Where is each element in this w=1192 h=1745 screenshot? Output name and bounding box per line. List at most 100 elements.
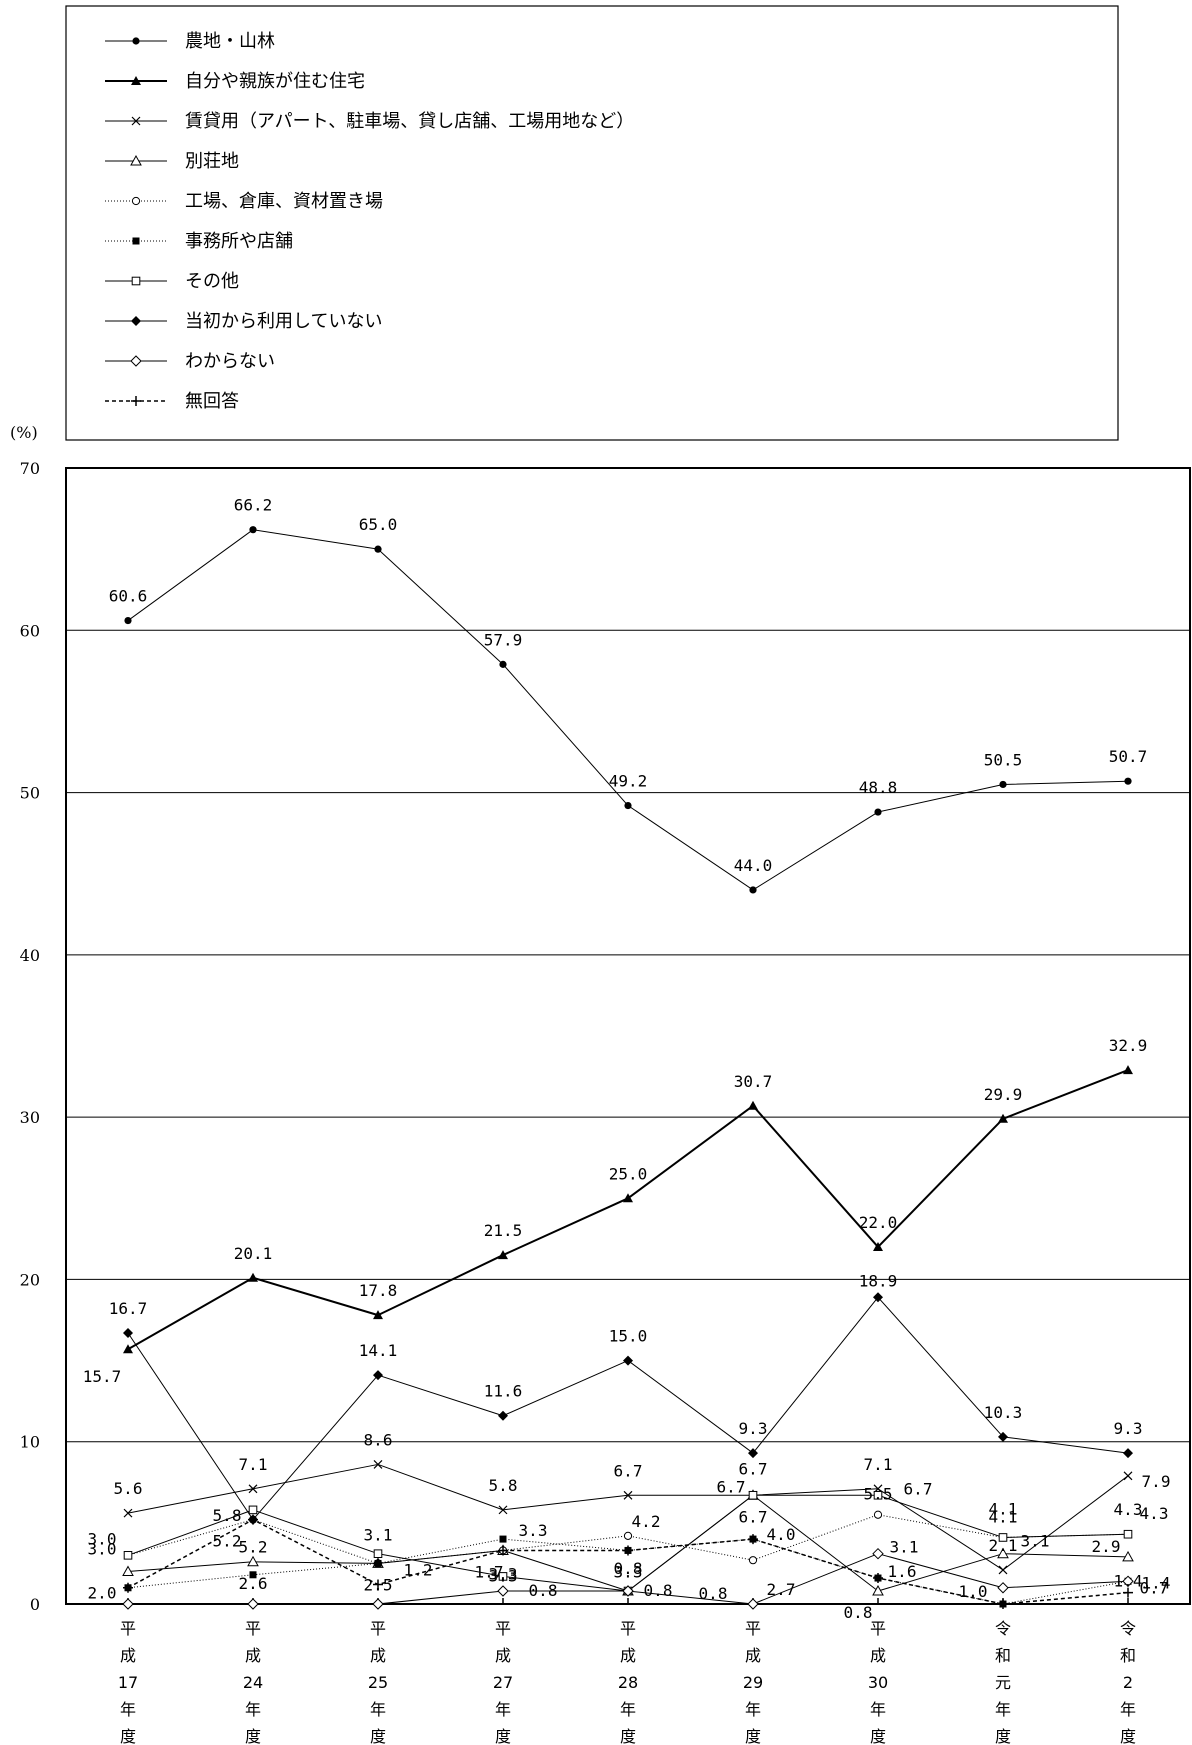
x-category-char: 年	[1120, 1700, 1136, 1719]
legend-label: その他	[185, 271, 239, 292]
y-tick-label: 10	[20, 1433, 40, 1452]
data-label: 3.3	[489, 1564, 518, 1583]
x-category-char: 年	[370, 1700, 386, 1719]
x-category-char: 平	[870, 1619, 886, 1638]
data-label: 16.7	[109, 1299, 148, 1318]
data-point	[748, 1448, 758, 1459]
data-point	[498, 1410, 508, 1421]
data-point	[1123, 1587, 1133, 1598]
data-point	[247, 1555, 259, 1567]
data-point	[997, 1582, 1009, 1594]
x-category-char: 17	[118, 1673, 138, 1692]
data-point	[123, 1327, 133, 1338]
legend-entry: 無回答	[105, 391, 239, 412]
data-point	[249, 526, 257, 534]
y-tick-label: 70	[20, 459, 40, 478]
x-category-label: 平成 25 年度	[368, 1619, 388, 1745]
data-label: 2.7	[767, 1580, 796, 1599]
legend-frame	[65, 5, 1119, 441]
data-point	[998, 1565, 1008, 1575]
data-label: 32.9	[1109, 1036, 1148, 1055]
data-label: 3.1	[1021, 1532, 1050, 1551]
data-label: 1.4	[1142, 1573, 1171, 1592]
series	[124, 526, 1132, 894]
series-line	[127, 1518, 1129, 1605]
data-label: 50.7	[1109, 747, 1148, 766]
data-label: 15.0	[609, 1327, 648, 1346]
data-label: 2.9	[1092, 1537, 1121, 1556]
data-point	[248, 1272, 258, 1282]
x-category-char: 令	[1120, 1619, 1136, 1638]
data-point	[122, 1565, 134, 1577]
data-label: 2.6	[239, 1574, 268, 1593]
x-category-char: 平	[370, 1619, 386, 1638]
x-category-char: 平	[745, 1619, 761, 1638]
data-point	[247, 1598, 259, 1610]
x-category-char: 年	[120, 1700, 136, 1719]
data-label: 5.2	[213, 1532, 242, 1551]
x-category-label: 平成 17 年度	[118, 1619, 138, 1745]
x-category-label: 平成 29 年度	[743, 1619, 763, 1745]
data-label: 25.0	[609, 1164, 648, 1183]
data-label: 6.7	[739, 1507, 768, 1526]
data-point	[874, 808, 882, 816]
data-label: 65.0	[359, 515, 398, 534]
data-label: 48.8	[859, 778, 898, 797]
data-point	[498, 1505, 508, 1515]
data-label: 4.1	[989, 1507, 1018, 1526]
x-category-char: 元	[995, 1673, 1011, 1692]
y-tick-label: 30	[20, 1108, 40, 1127]
x-category-char: 度	[995, 1727, 1011, 1745]
data-label: 3.1	[364, 1526, 393, 1545]
data-label: 17.8	[359, 1281, 398, 1300]
x-category-char: 度	[620, 1727, 636, 1745]
x-category-char: 年	[620, 1700, 636, 1719]
data-point	[1122, 1550, 1134, 1562]
data-label: 0.7	[1140, 1579, 1169, 1598]
legend-label: 事務所や店舗	[185, 231, 293, 252]
data-label: 4.2	[632, 1512, 661, 1531]
data-label: 3.3	[519, 1521, 548, 1540]
x-category-char: 年	[995, 1700, 1011, 1719]
data-point	[748, 1100, 758, 1110]
data-point	[873, 1241, 883, 1251]
legend-entry: 賃貸用（アパート、駐車場、貸し店舗、工場用地など）	[105, 111, 634, 132]
data-label: 49.2	[609, 772, 648, 791]
data-label: 4.3	[1114, 1500, 1143, 1519]
data-label: 11.6	[484, 1382, 523, 1401]
data-point	[623, 1193, 633, 1203]
y-axis-unit: (%)	[10, 423, 38, 442]
data-point	[623, 1531, 633, 1540]
data-point	[499, 1535, 507, 1543]
x-category-char: 28	[618, 1673, 638, 1692]
x-category-char: 平	[495, 1619, 511, 1638]
legend-marker	[131, 276, 141, 286]
data-point	[749, 886, 757, 894]
data-point	[124, 616, 132, 625]
x-category-char: 度	[1120, 1727, 1136, 1745]
data-label: 4.1	[989, 1499, 1018, 1518]
data-point	[998, 1599, 1008, 1609]
data-label: 57.9	[484, 630, 523, 649]
legend-label: 自分や親族が住む住宅	[185, 71, 365, 92]
data-label: 2.5	[364, 1575, 393, 1594]
data-label: 3.0	[88, 1529, 117, 1548]
data-label: 0.8	[644, 1581, 673, 1600]
data-label: 3.0	[88, 1539, 117, 1558]
series	[123, 1460, 1133, 1575]
data-label: 18.9	[859, 1271, 898, 1290]
series	[123, 1065, 1133, 1354]
data-point	[998, 1431, 1008, 1442]
x-category-char: 24	[243, 1673, 263, 1692]
data-label: 5.2	[239, 1538, 268, 1557]
y-tick-label: 50	[20, 784, 40, 803]
data-point	[497, 1585, 509, 1597]
legend-label: 賃貸用（アパート、駐車場、貸し店舗、工場用地など）	[185, 111, 634, 132]
x-category-char: 度	[120, 1727, 136, 1745]
data-label: 5.8	[489, 1476, 518, 1495]
data-label: 3.1	[890, 1538, 919, 1557]
legend-label: 農地・山林	[185, 31, 275, 52]
x-category-char: 成	[370, 1646, 386, 1665]
x-category-label: 令和 2 年度	[1120, 1619, 1136, 1745]
